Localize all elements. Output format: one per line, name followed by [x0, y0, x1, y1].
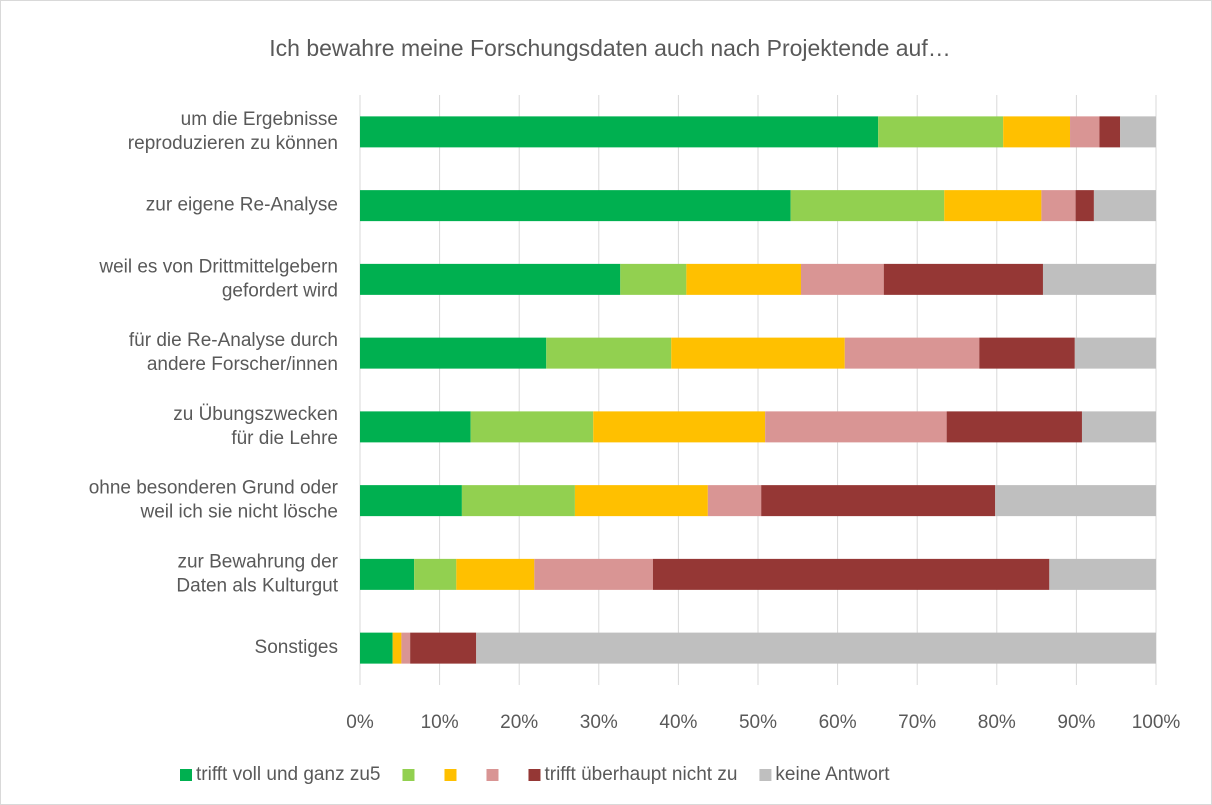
bar-segment	[574, 485, 708, 517]
category-label: für die Lehre	[231, 428, 338, 449]
category-label: um die Ergebnisse	[181, 109, 338, 130]
x-tick-label: 100%	[1132, 712, 1181, 733]
bar-segment	[360, 190, 791, 222]
bar-segment	[476, 632, 1156, 664]
bar-segment	[671, 337, 845, 369]
legend-swatch	[759, 769, 772, 781]
chart-title: Ich bewahre meine Forschungsdaten auch n…	[269, 35, 950, 61]
bar-segment	[946, 411, 1082, 443]
category-label: reproduzieren zu können	[128, 133, 338, 154]
category-label: zur eigene Re-Analyse	[146, 195, 338, 216]
legend-swatch	[444, 769, 457, 781]
legend-label: keine Antwort	[775, 764, 890, 785]
bar-segment	[360, 337, 547, 369]
bar-segment	[1074, 337, 1156, 369]
bar-segment	[360, 558, 415, 590]
bar-segment	[944, 190, 1042, 222]
bar-segment	[652, 558, 1050, 590]
category-label: gefordert wird	[222, 280, 338, 301]
bar-segment	[1120, 116, 1156, 148]
bar-segment	[707, 485, 762, 517]
bar-segment	[360, 116, 879, 148]
legend-swatch	[402, 769, 415, 781]
bar-segment	[979, 337, 1075, 369]
bar-segment	[456, 558, 535, 590]
legend-label: trifft voll und ganz zu5	[196, 764, 380, 785]
bar-segment	[1070, 116, 1100, 148]
x-tick-label: 60%	[819, 712, 857, 733]
bar-segment	[1075, 190, 1094, 222]
x-tick-label: 70%	[898, 712, 936, 733]
bar-segment	[844, 337, 980, 369]
category-label: andere Forscher/innen	[147, 354, 338, 375]
bar-segment	[790, 190, 945, 222]
category-label: für die Re-Analyse durch	[129, 330, 338, 351]
category-label: Sonstiges	[255, 637, 338, 658]
bar-segment	[1081, 411, 1156, 443]
x-tick-label: 10%	[421, 712, 459, 733]
bar-segment	[1042, 263, 1156, 295]
bar-segment	[883, 263, 1043, 295]
legend-label: trifft überhaupt nicht zu	[544, 764, 737, 785]
bar-segment	[1003, 116, 1071, 148]
x-tick-label: 40%	[659, 712, 697, 733]
bar-segment	[461, 485, 575, 517]
bar-segment	[1093, 190, 1156, 222]
bar-segment	[401, 632, 411, 664]
bar-segment	[410, 632, 477, 664]
bar-segment	[546, 337, 672, 369]
bar-segment	[878, 116, 1004, 148]
x-tick-label: 80%	[978, 712, 1016, 733]
legend-swatch	[180, 769, 192, 781]
bar-segment	[761, 485, 996, 517]
bar-segment	[360, 632, 393, 664]
bar-segment	[1099, 116, 1121, 148]
bar-segment	[800, 263, 884, 295]
bar-segment	[470, 411, 594, 443]
bar-segment	[995, 485, 1156, 517]
bar-segment	[1049, 558, 1156, 590]
category-label: Daten als Kulturgut	[176, 575, 338, 596]
x-tick-label: 0%	[346, 712, 374, 733]
category-label: weil ich sie nicht lösche	[140, 502, 338, 523]
bar-segment	[360, 411, 471, 443]
bar-segment	[765, 411, 947, 443]
x-tick-label: 50%	[739, 712, 777, 733]
bar-segment	[620, 263, 687, 295]
bar-segment	[1041, 190, 1076, 222]
bar-segment	[360, 263, 621, 295]
category-label: zu Übungszwecken	[173, 404, 338, 425]
bar-segment	[414, 558, 457, 590]
x-tick-label: 90%	[1057, 712, 1095, 733]
legend-swatch	[486, 769, 499, 781]
legend-swatch	[528, 769, 541, 781]
category-label: zur Bewahrung der	[177, 551, 338, 572]
x-tick-label: 20%	[500, 712, 538, 733]
bar-segment	[534, 558, 653, 590]
bar-segment	[593, 411, 766, 443]
bar-segment	[392, 632, 402, 664]
bar-segment	[686, 263, 801, 295]
bar-segment	[360, 485, 462, 517]
category-label: ohne besonderen Grund oder	[89, 478, 339, 499]
x-tick-label: 30%	[580, 712, 618, 733]
category-label: weil es von Drittmittelgebern	[98, 256, 338, 277]
